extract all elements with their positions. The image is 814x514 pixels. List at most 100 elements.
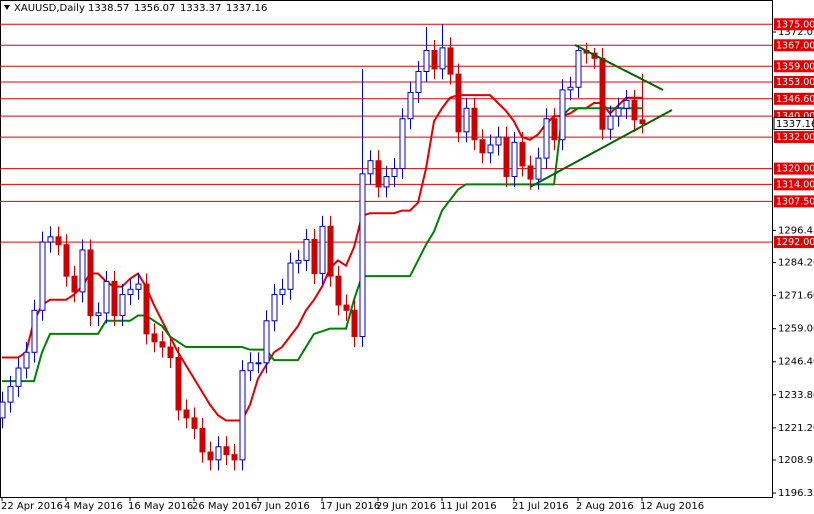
candle-body xyxy=(359,173,366,338)
open-value: 1338.57 xyxy=(88,3,129,14)
level-box xyxy=(774,39,814,52)
high-value: 1356.07 xyxy=(134,3,175,14)
candle-body xyxy=(311,238,318,275)
close-value: 1337.16 xyxy=(226,3,267,14)
x-tick-label: 21 Jul 2016 xyxy=(512,501,569,512)
candle-body xyxy=(151,333,158,343)
menu-arrow xyxy=(4,5,10,10)
level-label: 1340.00 xyxy=(776,111,814,122)
candle-body xyxy=(471,107,478,141)
x-tick-label: 22 Apr 2016 xyxy=(1,501,63,512)
candle-body xyxy=(279,288,286,296)
x-tick-label: 12 Aug 2016 xyxy=(640,501,704,512)
candle-body xyxy=(7,385,14,403)
candle-body xyxy=(487,144,494,154)
price-box xyxy=(773,117,814,131)
candle-body xyxy=(15,367,22,387)
candle-body xyxy=(103,280,110,314)
x-tick-label: 4 May 2016 xyxy=(64,501,123,512)
candle-body xyxy=(439,47,446,70)
y-tick-label: 1196.35 xyxy=(778,488,814,499)
candle-body xyxy=(479,139,486,154)
candle-body xyxy=(559,89,566,141)
candle-body xyxy=(31,309,38,353)
candle-body xyxy=(287,262,294,290)
candle-body xyxy=(615,107,622,117)
y-tick-label: 1372.05 xyxy=(778,27,814,38)
candle-body xyxy=(327,225,334,277)
level-box xyxy=(774,76,814,89)
candle-body xyxy=(455,73,462,133)
trend-line xyxy=(529,109,673,188)
candle-body xyxy=(239,370,246,461)
x-tick-label: 26 May 2016 xyxy=(192,501,257,512)
candle-body xyxy=(535,157,542,180)
candle-body xyxy=(639,119,646,125)
x-tick-label: 16 May 2016 xyxy=(128,501,193,512)
candle-body xyxy=(119,294,126,317)
plot-frame xyxy=(0,0,773,498)
candle-body xyxy=(183,409,190,419)
candle-body xyxy=(0,401,6,419)
level-label: 1359.00 xyxy=(776,61,814,72)
candle-body xyxy=(263,320,270,364)
candle-body xyxy=(199,427,206,453)
candle-body xyxy=(23,351,30,369)
candle-body xyxy=(63,244,70,277)
candle-body xyxy=(159,341,166,348)
level-label: 1375.00 xyxy=(776,19,814,30)
y-tick-label: 1246.40 xyxy=(778,357,814,368)
candle-body xyxy=(607,115,614,130)
level-box xyxy=(774,18,814,31)
symbol: XAUUSD,Daily xyxy=(14,3,85,14)
candle-body xyxy=(335,275,342,306)
candle-body xyxy=(367,160,374,175)
y-tick-label: 1296.45 xyxy=(778,225,814,236)
y-tick-label: 1208.95 xyxy=(778,455,814,466)
candle-body xyxy=(175,357,182,411)
level-label: 1332.00 xyxy=(776,132,814,143)
candle-body xyxy=(407,91,414,120)
x-tick-label: 7 Jun 2016 xyxy=(256,501,310,512)
candle-body xyxy=(351,309,358,338)
candle-body xyxy=(343,304,350,311)
candle-body xyxy=(47,236,54,243)
candle-body xyxy=(255,362,262,365)
candle-body xyxy=(575,50,582,88)
x-tick-label: 2 Aug 2016 xyxy=(576,501,634,512)
level-box xyxy=(774,162,814,175)
level-label: 1320.00 xyxy=(776,164,814,175)
candle-body xyxy=(215,446,222,461)
y-tick-label: 1271.60 xyxy=(778,291,814,302)
x-tick-label: 17 Jun 2016 xyxy=(320,501,380,512)
candle-body xyxy=(223,446,230,456)
candle-body xyxy=(463,107,470,133)
level-box xyxy=(774,131,814,144)
trend-line xyxy=(574,44,664,91)
candle-body xyxy=(87,249,94,317)
candle-body xyxy=(207,451,214,461)
candle-body xyxy=(423,50,430,73)
x-tick-label: 29 Jun 2016 xyxy=(376,501,436,512)
candle-body xyxy=(79,249,86,293)
candle-body xyxy=(95,312,102,317)
candle-body xyxy=(55,236,62,246)
candle-body xyxy=(511,141,518,177)
candle-body xyxy=(247,362,254,372)
candle-body xyxy=(111,280,118,317)
candle-body xyxy=(71,275,78,293)
candle-body xyxy=(191,417,198,429)
candle-body xyxy=(375,160,382,188)
candle-body xyxy=(167,346,174,359)
candle-body xyxy=(447,47,454,75)
y-tick-label: 1284.20 xyxy=(778,258,814,269)
level-label: 1367.00 xyxy=(776,40,814,51)
candle-body xyxy=(143,283,150,335)
candle-body xyxy=(39,241,46,311)
candle-body xyxy=(399,118,406,170)
low-value: 1333.37 xyxy=(180,3,221,14)
level-box xyxy=(774,236,814,249)
candle-body xyxy=(567,86,574,91)
candle-body xyxy=(519,141,526,167)
